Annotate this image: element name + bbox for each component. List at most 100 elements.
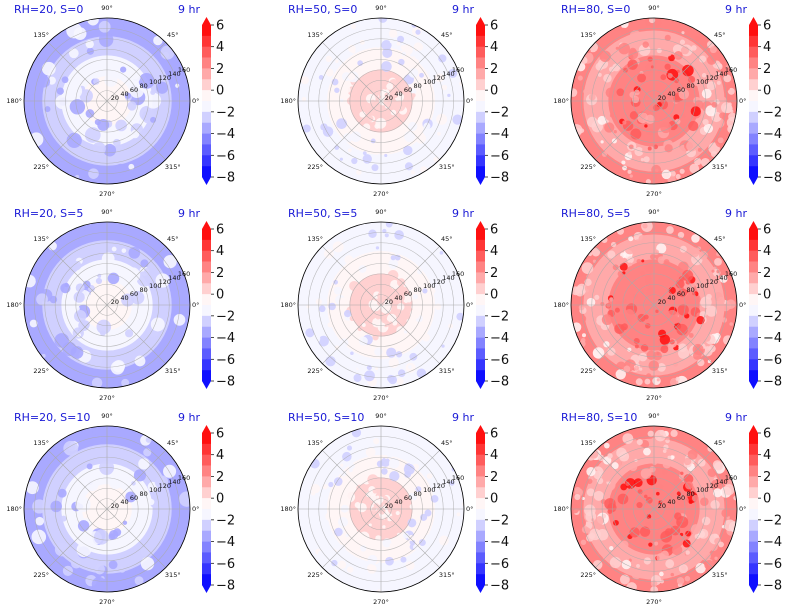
colorbar-tick-label: 2 xyxy=(216,62,224,77)
field-patch xyxy=(643,314,649,320)
theta-tick-label: 270° xyxy=(373,598,389,606)
field-patch xyxy=(688,550,693,555)
field-patch xyxy=(671,226,679,234)
field-patch xyxy=(382,228,387,234)
field-patch xyxy=(630,128,642,140)
theta-tick-label: 180° xyxy=(280,505,296,513)
colorbar-band xyxy=(749,315,758,328)
colorbar-tick-label: 0 xyxy=(490,492,498,507)
colorbar-band xyxy=(749,144,758,156)
field-patch xyxy=(666,44,671,49)
field-patch xyxy=(364,87,368,92)
field-patch xyxy=(383,96,395,108)
angular-gridline xyxy=(380,42,440,102)
field-patch xyxy=(335,59,339,63)
colorbar-tick-label: 4 xyxy=(216,244,224,259)
field-patch xyxy=(631,569,642,580)
field-patch xyxy=(664,144,673,153)
field-patch xyxy=(391,84,400,94)
field-patch xyxy=(706,55,717,65)
field-patch xyxy=(328,302,336,311)
r-tick-label: 80 xyxy=(139,490,147,498)
field-patch xyxy=(688,332,694,338)
field-patch xyxy=(614,255,624,265)
field-patch xyxy=(409,352,418,361)
field-patch xyxy=(726,64,730,68)
colorbar-tick-label: 0 xyxy=(490,288,498,303)
colorbar-tick-label: 4 xyxy=(490,244,498,259)
field-patch xyxy=(385,523,393,532)
field-patch xyxy=(405,561,415,571)
field-patch xyxy=(375,535,382,542)
polar-panel: 20 40 60 80 1001201401600°45°90°135°180°225°… xyxy=(6,411,235,606)
field-patch xyxy=(675,174,681,180)
field-patch xyxy=(449,480,455,486)
colorbar-band xyxy=(476,305,485,317)
field-patch xyxy=(396,378,404,385)
theta-tick-label: 45° xyxy=(441,439,453,447)
field-patch xyxy=(345,533,349,538)
field-patch xyxy=(128,246,141,259)
field-patch xyxy=(672,359,683,371)
field-patch xyxy=(125,267,141,283)
colorbar-band xyxy=(202,239,211,252)
field-patch xyxy=(619,262,628,271)
field-patch xyxy=(430,494,439,503)
field-patch xyxy=(334,527,343,537)
field-patch xyxy=(666,226,674,234)
field-patch xyxy=(625,481,630,486)
field-patch xyxy=(343,348,354,359)
colorbar-band xyxy=(749,35,758,48)
colorbar-band xyxy=(202,294,211,306)
field-patch xyxy=(436,113,448,125)
theta-tick-label: 45° xyxy=(167,31,179,39)
colorbar-band xyxy=(476,294,485,306)
r-tick-label: 20 xyxy=(111,94,119,102)
field-patch xyxy=(623,327,627,331)
field-patch xyxy=(118,536,125,543)
theta-tick-label: 0° xyxy=(739,301,746,309)
field-patch xyxy=(364,370,375,382)
field-patch xyxy=(325,356,336,367)
r-tick-label: 160 xyxy=(452,270,464,278)
field-patch xyxy=(350,351,354,356)
theta-tick-label: 90° xyxy=(101,412,113,420)
field-patch xyxy=(603,442,610,449)
colorbar-tick-label: −2 xyxy=(490,513,509,528)
theta-tick-label: 135° xyxy=(307,235,323,243)
field-patch xyxy=(428,286,436,295)
colorbar-band xyxy=(202,337,211,349)
field-patch xyxy=(633,337,640,345)
colorbar-band xyxy=(749,541,758,553)
angular-gridline xyxy=(322,450,382,510)
field-patch xyxy=(345,511,350,516)
colorbar: 6 4 2 0 −2 −4 −6 −8 xyxy=(202,425,235,594)
field-patch xyxy=(319,473,330,484)
field-patch xyxy=(609,297,614,302)
colorbar-extend-min xyxy=(476,381,485,389)
field-patch xyxy=(91,576,107,592)
colorbar-extend-max xyxy=(476,17,485,25)
r-tick-label: 140 xyxy=(442,70,454,78)
colorbar-tick-label: 4 xyxy=(763,244,771,259)
field-patch xyxy=(710,499,720,510)
field-patch xyxy=(583,89,588,94)
field-patch xyxy=(615,46,619,50)
field-patch xyxy=(691,45,697,51)
field-patch xyxy=(388,29,398,38)
field-patch xyxy=(696,333,703,340)
field-patch xyxy=(388,488,396,496)
field-patch xyxy=(609,545,614,551)
colorbar-band xyxy=(202,433,211,445)
field-patch xyxy=(389,39,394,44)
colorbar-extend-min xyxy=(476,585,485,593)
angular-gridline xyxy=(653,450,713,510)
field-patch xyxy=(349,280,360,291)
field-patch xyxy=(115,119,127,132)
field-patch xyxy=(616,314,627,325)
colorbar-band xyxy=(476,541,485,553)
r-tick-label: 60 xyxy=(404,86,412,94)
field-patch xyxy=(694,157,702,166)
panel-title: RH=50, S=5 xyxy=(288,207,357,220)
field-patch xyxy=(179,491,190,507)
